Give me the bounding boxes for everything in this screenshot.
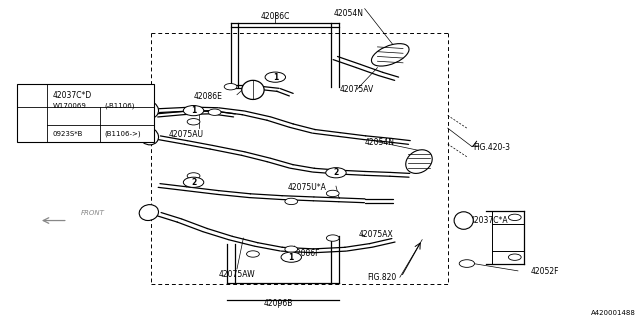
Text: 0923S*B: 0923S*B [52,131,83,137]
Text: 42075AW: 42075AW [219,270,255,279]
Circle shape [326,235,339,241]
Circle shape [187,119,200,125]
Text: 42086F: 42086F [291,250,320,259]
Text: 42052F: 42052F [531,267,559,276]
Text: FIG.820: FIG.820 [367,273,397,282]
Circle shape [246,251,259,257]
Ellipse shape [139,127,159,145]
Ellipse shape [139,101,159,118]
Ellipse shape [371,44,409,66]
Ellipse shape [242,80,264,100]
Text: (-B1106): (-B1106) [105,103,135,109]
Circle shape [23,91,41,100]
Text: 2: 2 [29,111,35,120]
Circle shape [224,84,237,90]
Text: 42054N: 42054N [333,9,364,18]
Ellipse shape [406,150,432,173]
Text: 42096B: 42096B [264,299,293,308]
Text: 1: 1 [191,106,196,115]
Circle shape [183,106,204,116]
Circle shape [265,72,285,82]
Circle shape [23,111,41,120]
Text: 42054N: 42054N [365,138,395,147]
Text: 1: 1 [273,73,278,82]
Bar [17,84,154,142]
Ellipse shape [140,204,159,220]
Circle shape [460,260,474,268]
Circle shape [508,214,521,220]
Text: W170069: W170069 [52,103,86,109]
Circle shape [285,246,298,252]
Text: 42075U*A: 42075U*A [287,183,326,192]
Text: 1: 1 [29,91,35,100]
Circle shape [285,198,298,204]
Text: 42037C*A: 42037C*A [470,216,509,225]
Circle shape [326,168,346,178]
Text: 42075AV: 42075AV [339,85,373,94]
Circle shape [508,254,521,260]
Text: 42086C: 42086C [260,12,290,21]
Text: 2: 2 [191,178,196,187]
Text: 42075AU: 42075AU [168,130,204,139]
Text: FIG.050: FIG.050 [66,125,95,134]
Text: (B1106->): (B1106->) [105,130,141,137]
Circle shape [281,252,301,262]
Ellipse shape [454,212,473,229]
Circle shape [326,190,339,197]
Circle shape [187,173,200,179]
Text: FRONT: FRONT [81,210,104,216]
Text: 42075AX: 42075AX [358,230,393,239]
Text: A420001488: A420001488 [591,310,636,316]
Text: 42037C*D: 42037C*D [52,91,92,100]
Circle shape [208,109,221,116]
Text: 42086E: 42086E [194,92,223,101]
Text: FIG.420-3: FIG.420-3 [473,143,510,152]
Text: 1: 1 [289,253,294,262]
Text: 2: 2 [333,168,339,177]
Circle shape [183,177,204,188]
